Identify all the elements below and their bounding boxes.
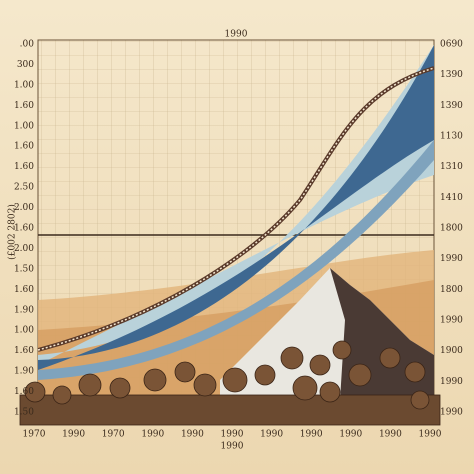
bottom_label: 1990 xyxy=(339,430,362,440)
right_label: 1310 xyxy=(440,162,463,172)
right_label: 1900 xyxy=(440,346,463,356)
right_label: 1990 xyxy=(440,316,463,326)
right_label: 1390 xyxy=(440,101,463,111)
left_label: 1.60 xyxy=(14,346,34,356)
left_label: 1.00 xyxy=(14,121,34,131)
left_label: 1.60 xyxy=(14,101,34,111)
left_label: 1.00 xyxy=(14,80,34,90)
right_label: 1990 xyxy=(440,408,463,418)
side-caption: (£002 2802) xyxy=(7,204,18,260)
bottom-sub-label: 1990 xyxy=(221,442,244,452)
left_label: 1.50 xyxy=(14,408,34,418)
bottom_label: 1990 xyxy=(62,430,85,440)
right_label: 1800 xyxy=(440,285,463,295)
bottom_label: 1990 xyxy=(141,430,164,440)
left_label: 1.60 xyxy=(14,387,34,397)
left_label: 2.00 xyxy=(14,244,34,254)
right_label: 1410 xyxy=(440,193,463,203)
bottom_label: 1990 xyxy=(300,430,323,440)
left_label: 1.60 xyxy=(14,142,34,152)
crowd xyxy=(19,340,441,426)
right_label: 0690 xyxy=(440,40,463,50)
left_label: 2.00 xyxy=(14,203,34,213)
bottom_label: 1990 xyxy=(221,430,244,440)
left_label: 1.60 xyxy=(14,224,34,234)
right_label: 1800 xyxy=(440,224,463,234)
trend-line xyxy=(37,66,435,352)
top-label: 1990 xyxy=(225,30,248,40)
bottom_label: 1970 xyxy=(23,430,46,440)
right_label: 1390 xyxy=(440,70,463,80)
right_label: 1990 xyxy=(440,377,463,387)
left_label: .00 xyxy=(20,40,35,50)
left_label: 1.00 xyxy=(14,326,34,336)
right_label: 1130 xyxy=(440,132,463,142)
left_label: 1.90 xyxy=(14,305,34,315)
left_label: 1.60 xyxy=(14,162,34,172)
bottom_label: 1990 xyxy=(260,430,283,440)
bottom_label: 1990 xyxy=(181,430,204,440)
bottom_label: 1990 xyxy=(379,430,402,440)
left_label: 1.60 xyxy=(14,285,34,295)
light-blue-band xyxy=(38,45,434,365)
bottom_label: 1970 xyxy=(102,430,125,440)
left_label: 300 xyxy=(17,60,34,70)
right_label: 1990 xyxy=(440,254,463,264)
left_label: 1.90 xyxy=(14,367,34,377)
left_label: 2.50 xyxy=(14,183,34,193)
left_label: 1.50 xyxy=(14,264,34,274)
bottom_label: 1990 xyxy=(419,430,442,440)
